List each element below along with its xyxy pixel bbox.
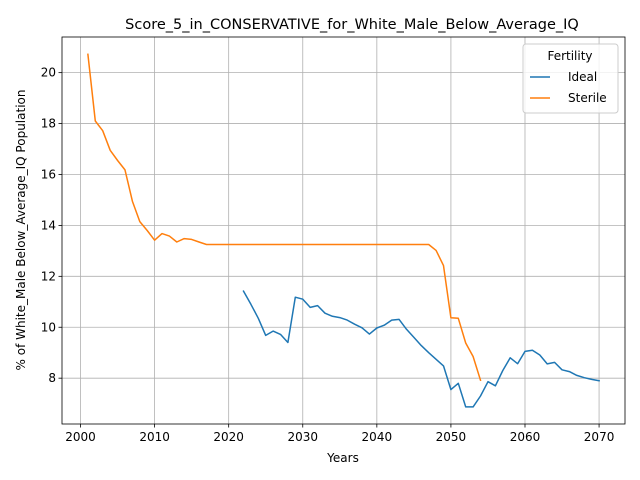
x-tick-label: 2070 — [584, 430, 615, 444]
chart-title: Score_5_in_CONSERVATIVE_for_White_Male_B… — [125, 17, 579, 33]
x-tick-label: 2060 — [510, 430, 541, 444]
plot-lines — [87, 53, 600, 408]
x-tick-label: 2010 — [139, 430, 170, 444]
series-line-sterile — [87, 53, 482, 382]
grid — [62, 37, 625, 424]
y-tick-label: 14 — [41, 218, 56, 232]
legend-box — [522, 43, 619, 114]
series-line-ideal — [242, 290, 600, 408]
y-tick-label: 18 — [41, 117, 56, 131]
legend: Fertility Ideal Sterile — [522, 43, 619, 114]
y-axis-label: % of White_Male Below_Average_IQ Populat… — [14, 90, 28, 371]
x-tick-label: 2000 — [65, 430, 96, 444]
x-tick-label: 2040 — [362, 430, 393, 444]
legend-label-sterile: Sterile — [568, 91, 607, 105]
y-axis: 8 10 12 14 16 18 20 — [41, 66, 62, 385]
plot-frame — [61, 36, 626, 425]
legend-title: Fertility — [547, 49, 592, 63]
x-tick-label: 2030 — [287, 430, 318, 444]
y-tick-label: 10 — [41, 320, 56, 334]
x-tick-label: 2020 — [213, 430, 244, 444]
y-tick-label: 12 — [41, 269, 56, 283]
x-axis-label: Years — [326, 451, 359, 465]
y-tick-label: 20 — [41, 66, 56, 80]
y-tick-label: 8 — [48, 371, 56, 385]
x-axis: 2000 2010 2020 2030 2040 2050 2060 2070 — [65, 424, 614, 444]
x-tick-label: 2050 — [436, 430, 467, 444]
y-tick-label: 16 — [41, 167, 56, 181]
legend-label-ideal: Ideal — [568, 70, 597, 84]
